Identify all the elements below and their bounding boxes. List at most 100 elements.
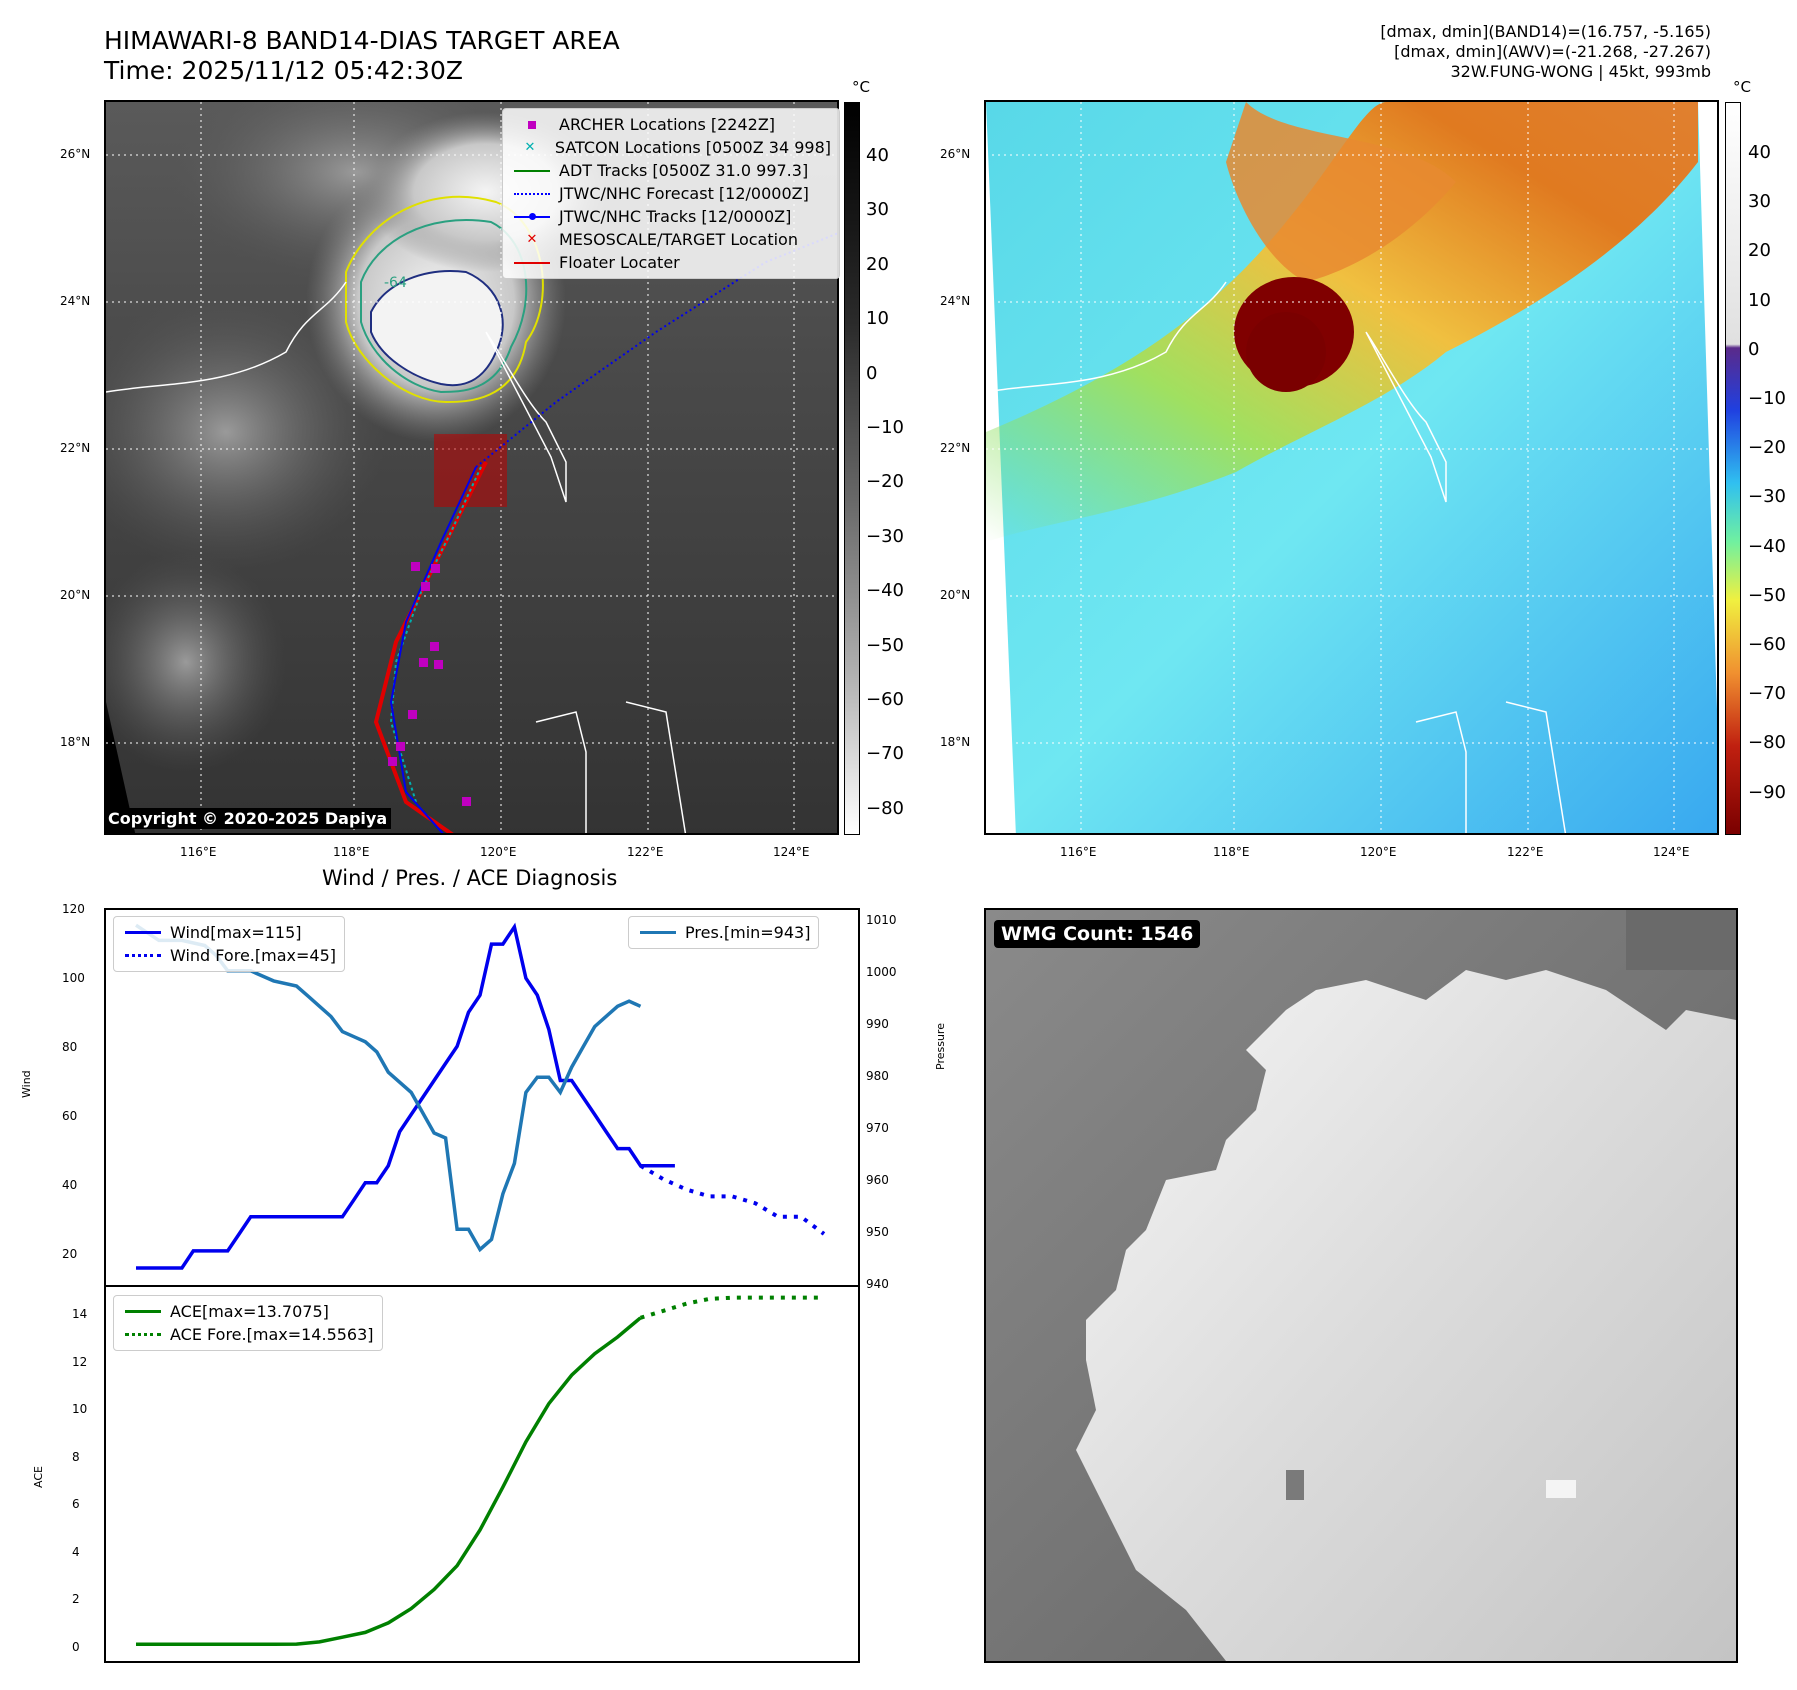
wmg-count-label: WMG Count: 1546 (994, 920, 1201, 948)
wind-tick: 20 (62, 1247, 78, 1261)
ace-tick: 6 (72, 1497, 80, 1511)
pressure-tick: 990 (866, 1017, 889, 1031)
awv-colorbar-tick: −50 (1748, 584, 1786, 606)
ace-tick: 14 (72, 1307, 88, 1321)
awv-colorbar (1725, 102, 1741, 835)
awv-colorbar-unit: °C (1733, 78, 1751, 96)
ir-lon-tick: 116°E (180, 845, 217, 859)
ir-colorbar-tick: 20 (866, 253, 889, 275)
ace-axis-label: ACE (32, 1466, 45, 1488)
legend-item-wind: Wind[max=115] (122, 921, 336, 944)
awv-lat-tick: 24°N (940, 294, 971, 308)
awv-colorbar-tick: −40 (1748, 535, 1786, 557)
wind-pressure-svg (135, 922, 826, 1270)
legend-item-wind-forecast: Wind Fore.[max=45] (122, 944, 336, 967)
wind-tick: 60 (62, 1109, 78, 1123)
ir-colorbar-tick: 0 (866, 362, 878, 384)
figure-title: HIMAWARI-8 BAND14-DIAS TARGET AREA Time:… (104, 26, 620, 86)
awv-lon-tick: 122°E (1507, 845, 1544, 859)
wind-tick: 80 (62, 1040, 78, 1054)
awv-lat-tick: 20°N (940, 588, 971, 602)
legend-item-jtwc-forecast: JTWC/NHC Forecast [12/0000Z] (511, 182, 831, 205)
pressure-tick: 1010 (866, 913, 897, 927)
ir-colorbar-tick: −10 (866, 417, 904, 438)
legend-item-floater: Floater Locater (511, 251, 831, 274)
ir-lat-tick: 18°N (60, 735, 91, 749)
info-line-1: [dmax, dmin](BAND14)=(16.757, -5.165) (1380, 22, 1711, 41)
ir-colorbar-tick: −20 (866, 471, 904, 493)
wind-tick: 40 (62, 1178, 78, 1192)
ace-legend: ACE[max=13.7075] ACE Fore.[max=14.5563] (113, 1295, 383, 1351)
ir-colorbar-tick: −60 (866, 689, 904, 710)
legend-item-archer: ARCHER Locations [2242Z] (511, 113, 831, 136)
series-line (639, 1295, 824, 1320)
legend-item-satcon: ✕ SATCON Locations [0500Z 34 998] (524, 138, 831, 157)
awv-colorbar-tick: −20 (1748, 437, 1786, 459)
legend-item-jtwc-tracks: JTWC/NHC Tracks [12/0000Z] (511, 205, 831, 228)
awv-colorbar-tick: −10 (1748, 388, 1786, 409)
legend-item-ace-forecast: ACE Fore.[max=14.5563] (122, 1323, 374, 1346)
storm-info: [dmax, dmin](BAND14)=(16.757, -5.165) [d… (1380, 22, 1711, 82)
diagnosis-title: Wind / Pres. / ACE Diagnosis (322, 866, 618, 890)
ir-lat-tick: 24°N (60, 294, 91, 308)
pressure-legend: Pres.[min=943] (628, 916, 820, 949)
awv-colorbar-tick: 30 (1748, 191, 1771, 213)
legend-item-adt: ADT Tracks [0500Z 31.0 997.3] (511, 159, 831, 182)
series-line (639, 1163, 826, 1236)
awv-lat-tick: 22°N (940, 441, 971, 455)
awv-map-panel (984, 100, 1719, 835)
ace-tick: 2 (72, 1592, 80, 1606)
ir-colorbar-tick: −40 (866, 580, 904, 602)
ir-colorbar-tick: 40 (866, 145, 889, 166)
info-line-2: [dmax, dmin](AWV)=(-21.268, -27.267) (1394, 42, 1711, 61)
ir-colorbar-tick: 30 (866, 199, 889, 221)
ace-tick: 10 (72, 1402, 88, 1416)
awv-colorbar-tick: −70 (1748, 683, 1786, 705)
ace-tick: 4 (72, 1544, 80, 1559)
ir-lat-tick: 22°N (60, 441, 91, 455)
wmg-image (986, 910, 1736, 1661)
ir-colorbar-tick: −30 (866, 525, 904, 547)
ace-tick: 8 (72, 1449, 80, 1464)
wind-tick: 100 (62, 971, 85, 985)
ir-lat-tick: 26°N (60, 147, 91, 161)
ir-lon-tick: 120°E (480, 845, 517, 859)
pressure-tick: 940 (866, 1277, 889, 1291)
ir-colorbar-tick: 10 (866, 308, 889, 330)
ir-colorbar-tick: −70 (866, 743, 904, 765)
awv-lon-tick: 118°E (1213, 845, 1250, 859)
awv-colorbar-tick: −60 (1748, 634, 1786, 655)
awv-colorbar-tick: 20 (1748, 240, 1771, 262)
pressure-tick: 970 (866, 1121, 889, 1135)
awv-lat-tick: 26°N (940, 147, 971, 161)
awv-lat-tick: 18°N (940, 735, 971, 749)
ir-lon-tick: 118°E (333, 845, 370, 859)
pressure-tick: 950 (866, 1225, 889, 1239)
awv-colorbar-tick: −80 (1748, 732, 1786, 754)
copyright-label: Copyright © 2020-2025 Dapiya (104, 808, 392, 829)
legend-item-ace: ACE[max=13.7075] (122, 1300, 374, 1323)
ir-lon-tick: 122°E (627, 845, 664, 859)
pressure-axis-label: Pressure (934, 1023, 947, 1070)
awv-colorbar-tick: 40 (1748, 142, 1771, 163)
awv-colorbar-tick: 10 (1748, 289, 1771, 311)
ace-tick: 0 (72, 1639, 80, 1654)
ir-colorbar-unit: °C (852, 78, 870, 96)
ir-colorbar (844, 102, 860, 835)
awv-colorbar-tick: −90 (1748, 781, 1786, 803)
awv-colorbar-tick: −30 (1748, 486, 1786, 508)
pressure-tick: 980 (866, 1069, 889, 1083)
ace-tick: 12 (72, 1354, 88, 1369)
awv-colorbar-tick: 0 (1748, 338, 1760, 360)
awv-lon-tick: 120°E (1360, 845, 1397, 859)
legend-item-target: ✕ MESOSCALE/TARGET Location (526, 230, 798, 249)
series-line (136, 1316, 642, 1647)
ir-map-legend: ARCHER Locations [2242Z] ✕ SATCON Locatio… (502, 108, 840, 279)
ace-svg (136, 1295, 824, 1647)
ir-colorbar-tick: −50 (866, 634, 904, 656)
title-line-2: Time: 2025/11/12 05:42:30Z (104, 56, 463, 85)
title-line-1: HIMAWARI-8 BAND14-DIAS TARGET AREA (104, 26, 620, 55)
ir-colorbar-tick: −80 (866, 797, 904, 819)
wind-legend: Wind[max=115] Wind Fore.[max=45] (113, 916, 345, 972)
awv-lon-tick: 124°E (1653, 845, 1690, 859)
